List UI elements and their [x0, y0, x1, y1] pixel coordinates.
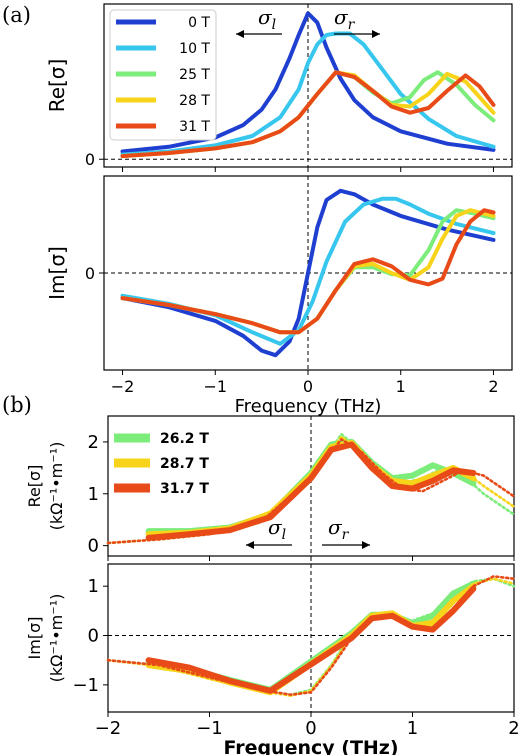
y-axis-unit: (kΩ⁻¹•m⁻¹): [47, 594, 66, 683]
sigma-l-label-b: σl: [268, 515, 286, 543]
panel-a-top: 0 Re[σ] 0 T 10 T 25 T 28 T 31 T: [45, 3, 513, 172]
x-tick-label: −2: [111, 377, 135, 396]
panel-b-top: 0 1 2 Re[σ] (kΩ⁻¹•m⁻¹) 26.2 T 28.7 T 31.7 T: [25, 415, 516, 561]
y-tick-label: 2: [88, 432, 99, 453]
series-line: [120, 188, 496, 358]
legend-label: 26.2 T: [160, 431, 209, 447]
x-tick-label: −2: [95, 718, 122, 739]
y-axis-label: Re[σ]: [45, 59, 69, 113]
y-axis-unit: (kΩ⁻¹•m⁻¹): [47, 442, 66, 531]
x-tick-label: 0: [303, 377, 313, 396]
x-tick-label: 2: [508, 718, 519, 739]
legend-label: 31.7 T: [160, 481, 209, 497]
y-axis-label: Im[σ]: [45, 246, 69, 300]
x-tick-label: 1: [396, 377, 406, 396]
plots: 0 Re[σ] 0 T 10 T 25 T 28 T 31 T −2 −1 0 1 2 0 Im[σ] Fr…: [25, 3, 520, 755]
legend: 0 T 10 T 25 T 28 T 31 T: [109, 9, 217, 141]
panel-a-label: (a): [2, 3, 31, 27]
sigma-r-arrow-head: [372, 30, 380, 38]
panel-b-label: (b): [2, 393, 32, 417]
series-line: [120, 208, 496, 335]
x-tick-label: 0: [305, 718, 316, 739]
legend-label: 28 T: [179, 93, 210, 109]
y-tick-label: 0: [85, 264, 95, 283]
legend-label: 28.7 T: [160, 456, 209, 472]
series-line: [120, 11, 496, 154]
legend: 26.2 T 28.7 T 31.7 T: [114, 431, 209, 497]
legend-label: 0 T: [188, 15, 210, 31]
sigma-r-label: σr: [334, 5, 356, 33]
sigma-l-arrow-b-head: [246, 541, 254, 549]
x-tick-label: 1: [407, 718, 418, 739]
legend-label: 31 T: [179, 119, 210, 135]
sigma-l-arrow-head: [236, 30, 244, 38]
series-line: [120, 31, 496, 157]
sigma-r-arrow-b-head: [362, 541, 370, 549]
y-tick-label: 0: [88, 626, 99, 647]
series-line: [145, 441, 477, 541]
legend-label: 10 T: [179, 41, 210, 57]
series-line: [145, 585, 477, 694]
y-tick-label: 1: [88, 484, 99, 505]
x-axis-label: Frequency (THz): [235, 396, 382, 417]
y-axis-label: Im[σ]: [25, 617, 44, 660]
legend-label: 25 T: [179, 67, 210, 83]
x-tick-label: −1: [203, 377, 227, 396]
panel-a-bottom: −2 −1 0 1 2 0 Im[σ] Frequency (THz): [45, 175, 513, 417]
x-tick-label: −1: [196, 718, 223, 739]
panel-b-bottom: −2 −1 0 1 2 −1 0 1 Im[σ] (kΩ⁻¹•m⁻¹) Frequency (THz…: [25, 563, 520, 755]
legend-box: [109, 9, 217, 141]
x-axis-label: Frequency (THz): [223, 737, 398, 755]
y-tick-label: 0: [88, 536, 99, 557]
y-tick-label: 0: [85, 150, 95, 169]
sigma-r-label-b: σr: [328, 515, 350, 543]
y-tick-label: 1: [88, 576, 99, 597]
y-tick-label: −1: [72, 675, 99, 696]
sigma-l-label: σl: [258, 5, 276, 33]
series-line: [120, 70, 496, 159]
x-tick-label: 2: [488, 377, 498, 396]
series-line: [120, 196, 496, 346]
y-axis-label: Re[σ]: [25, 465, 44, 508]
